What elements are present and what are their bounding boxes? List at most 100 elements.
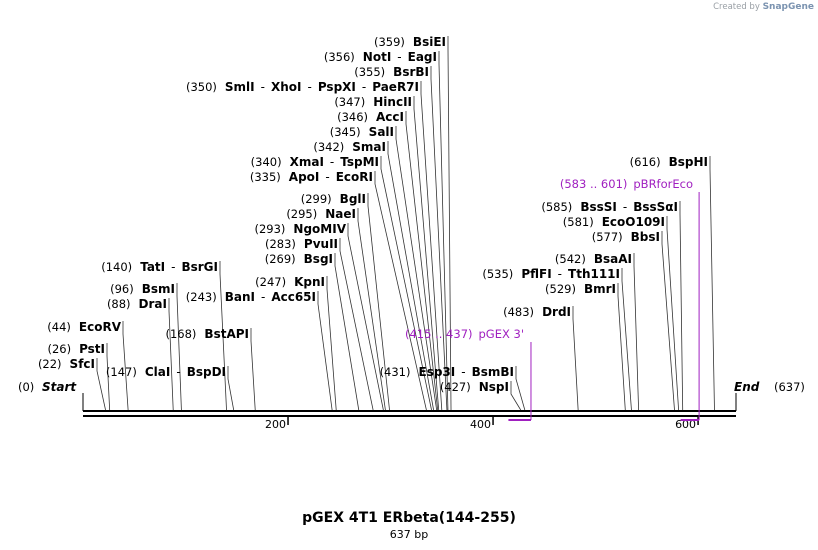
enzyme-label-bmri[interactable]: (529) BmrI <box>545 282 616 296</box>
enzyme-label-smai[interactable]: (342) SmaI <box>313 140 386 154</box>
sequence-backbone <box>83 410 736 417</box>
primer-range: (415 .. 437) <box>405 327 473 341</box>
enzyme-name: ApoI <box>289 170 320 184</box>
map-ends: (0) Start End (637) <box>18 380 805 411</box>
enzyme-label-tati[interactable]: (140) TatI - BsrGI <box>101 260 218 274</box>
enzyme-name: BssSI <box>580 200 617 214</box>
enzyme-label-bsrbi[interactable]: (355) BsrBI <box>354 65 429 79</box>
enzyme-label-xmai[interactable]: (340) XmaI - TspMI <box>251 155 379 169</box>
enzyme-label-bani[interactable]: (243) BanI - Acc65I <box>186 290 316 304</box>
enzyme-label-esp3i[interactable]: (431) Esp3I - BsmBI <box>380 365 514 379</box>
enzyme-name: XmaI <box>290 155 324 169</box>
enzyme-name: BspHI <box>669 155 708 169</box>
enzyme-position: (88) <box>107 297 131 311</box>
enzyme-name: BssSαI <box>633 200 678 214</box>
enzyme-position: (293) <box>254 222 285 236</box>
snapgene-credit: Created by SnapGene <box>713 2 814 12</box>
enzyme-name: NgoMIV <box>293 222 346 236</box>
enzyme-label-sali[interactable]: (345) SalI <box>330 125 394 139</box>
enzyme-label-bsiei[interactable]: (359) BsiEI <box>374 35 446 49</box>
enzyme-position: (427) <box>440 380 471 394</box>
leader-line <box>334 253 360 411</box>
enzyme-label-nspi[interactable]: (427) NspI <box>440 380 509 394</box>
enzyme-label-pvuii[interactable]: (283) PvuII <box>265 237 338 251</box>
leader-line <box>621 268 632 411</box>
end-position: (637) <box>774 380 805 394</box>
enzyme-label-pflfi[interactable]: (535) PflFI - Tth111I <box>482 267 620 281</box>
enzyme-position: (140) <box>101 260 132 274</box>
primer-pbrforeco[interactable]: (583 .. 601) pBRforEco <box>560 177 700 421</box>
enzyme-label-ngomiv[interactable]: (293) NgoMIV <box>254 222 346 236</box>
leader-line <box>367 193 390 411</box>
leader-line <box>168 298 174 411</box>
enzyme-label-noti[interactable]: (356) NotI - EagI <box>324 50 437 64</box>
enzyme-position: (22) <box>38 357 62 371</box>
enzyme-label-hincii[interactable]: (347) HincII <box>334 95 412 109</box>
leader-line <box>176 283 182 411</box>
end-label: End <box>734 380 760 394</box>
enzyme-label-kpni[interactable]: (247) KpnI <box>255 275 325 289</box>
enzyme-name: BmrI <box>584 282 616 296</box>
enzyme-name: SalI <box>369 125 394 139</box>
enzyme-name: BsrGI <box>181 260 218 274</box>
credit-prefix: Created by <box>713 2 760 12</box>
enzyme-position: (269) <box>265 252 296 266</box>
enzyme-label-smli[interactable]: (350) SmlI - XhoI - PspXI - PaeR7I <box>186 80 419 94</box>
name-separator: - <box>330 155 334 169</box>
enzyme-label-ecoo109i[interactable]: (581) EcoO109I <box>563 215 665 229</box>
enzyme-position: (346) <box>337 110 368 124</box>
enzyme-name: BstAPI <box>204 327 249 341</box>
enzyme-label-bgli[interactable]: (299) BglI <box>301 192 366 206</box>
enzyme-label-naei[interactable]: (295) NaeI <box>286 207 356 221</box>
enzyme-position: (295) <box>286 207 317 221</box>
leader-line <box>339 238 374 411</box>
leader-line <box>357 208 386 411</box>
enzyme-position: (542) <box>555 252 586 266</box>
leader-line <box>438 51 449 411</box>
enzyme-name: BanI <box>225 290 255 304</box>
enzyme-name: PvuII <box>304 237 338 251</box>
leader-line <box>633 253 640 411</box>
name-separator: - <box>308 80 312 94</box>
enzyme-position: (359) <box>374 35 405 49</box>
enzyme-label-bsphi[interactable]: (616) BspHI <box>630 155 708 169</box>
name-separator: - <box>261 290 265 304</box>
enzyme-label-bbsi[interactable]: (577) BbsI <box>592 230 660 244</box>
enzyme-label-drdi[interactable]: (483) DrdI <box>503 305 571 319</box>
leader-line <box>447 36 452 411</box>
leader-line <box>347 223 384 411</box>
enzyme-name: SfcI <box>70 357 95 371</box>
enzyme-name: NspI <box>479 380 509 394</box>
enzyme-name: NaeI <box>325 207 356 221</box>
enzyme-name: DraI <box>139 297 167 311</box>
enzyme-label-bsssi[interactable]: (585) BssSI - BssSαI <box>541 200 678 214</box>
enzyme-label-bsaai[interactable]: (542) BsaAI <box>555 252 632 266</box>
name-separator: - <box>362 80 366 94</box>
enzyme-position: (585) <box>541 200 572 214</box>
enzyme-name: KpnI <box>294 275 325 289</box>
enzyme-position: (283) <box>265 237 296 251</box>
enzyme-position: (345) <box>330 125 361 139</box>
enzyme-label-sfci[interactable]: (22) SfcI <box>38 357 95 371</box>
leader-line <box>515 366 526 411</box>
enzyme-label-ecorv[interactable]: (44) EcoRV <box>47 320 121 334</box>
leader-line <box>572 306 579 411</box>
primer-pgex-3-[interactable]: (415 .. 437) pGEX 3' <box>405 327 532 421</box>
enzyme-label-clai[interactable]: (147) ClaI - BspDI <box>106 365 226 379</box>
enzyme-label-psti[interactable]: (26) PstI <box>47 342 105 356</box>
enzyme-position: (247) <box>255 275 286 289</box>
enzyme-label-bstapi[interactable]: (168) BstAPI <box>165 327 249 341</box>
enzyme-label-acci[interactable]: (346) AccI <box>337 110 404 124</box>
enzyme-name: TspMI <box>340 155 379 169</box>
enzyme-name: BsmBI <box>472 365 514 379</box>
ruler-ticks: 200 400 600 <box>265 417 699 431</box>
enzyme-label-drai[interactable]: (88) DraI <box>107 297 167 311</box>
enzyme-name: PstI <box>79 342 105 356</box>
name-separator: - <box>623 200 627 214</box>
enzyme-label-bsgi[interactable]: (269) BsgI <box>265 252 333 266</box>
enzyme-name: Acc65I <box>271 290 316 304</box>
enzyme-position: (243) <box>186 290 217 304</box>
enzyme-label-bsmi[interactable]: (96) BsmI <box>110 282 175 296</box>
enzyme-label-apoi[interactable]: (335) ApoI - EcoRI <box>250 170 373 184</box>
enzyme-name: TatI <box>140 260 165 274</box>
